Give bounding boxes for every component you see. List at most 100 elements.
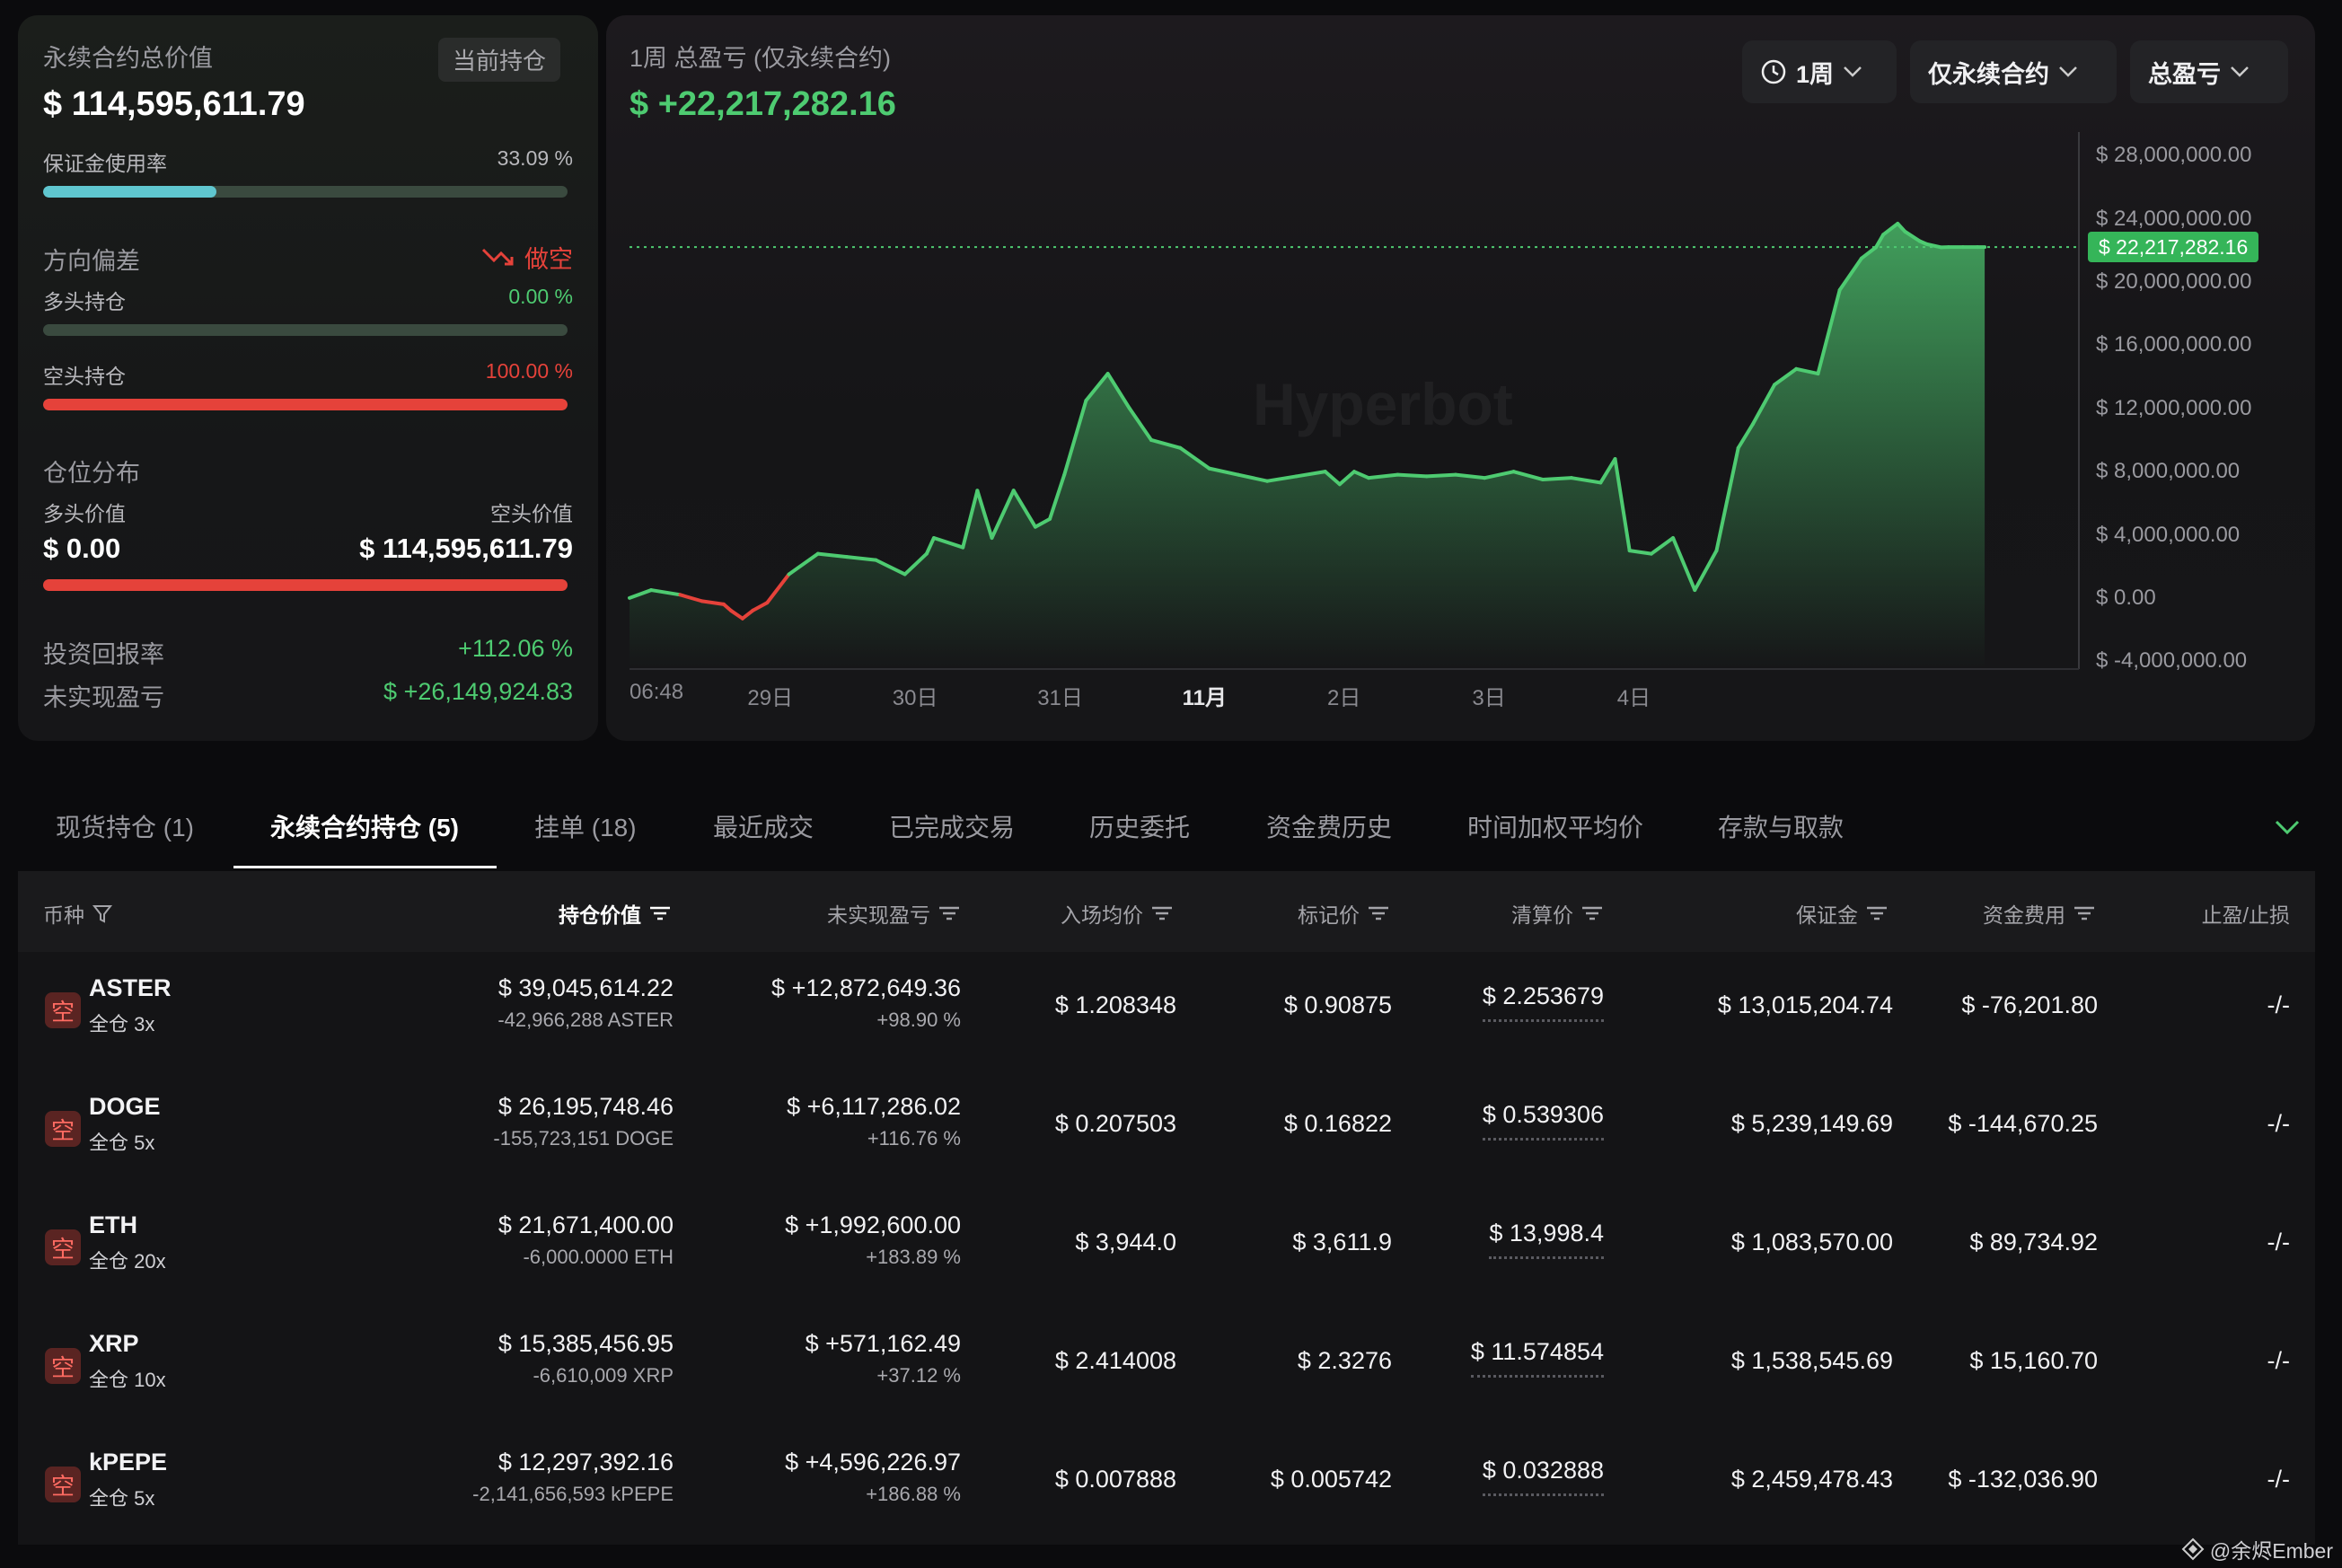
table-row[interactable]: 空 XRP 全仓 10x $ 15,385,456.95 -6,610,009 … [18, 1308, 2315, 1426]
pnl-line-segment [678, 593, 704, 603]
mark-price: $ 2.3276 [1297, 1347, 1392, 1374]
liquidation-price[interactable]: $ 0.032888 [1482, 1457, 1604, 1496]
unrealized-pnl-label: 未实现盈亏 [43, 684, 164, 711]
position-size: -6,610,009 XRP [533, 1364, 674, 1387]
liquidation-price[interactable]: $ 0.539306 [1482, 1101, 1604, 1141]
pnl-line-segment [1714, 445, 1740, 553]
tab-deposits-withdrawals[interactable]: 存款与取款 [1718, 814, 1845, 841]
pnl-line-segment [1062, 399, 1088, 477]
chevron-down-icon[interactable] [2274, 819, 2301, 837]
margin: $ 5,239,149.69 [1730, 1110, 1893, 1137]
unrealized-pnl-pct: +116.76 % [867, 1127, 961, 1150]
coin-mode: 全仓 5x [89, 1487, 155, 1510]
perp-positions-table: 币种 持仓价值 未实现盈亏 入场均价 标记价 清算价 保证金 资金费用 [18, 871, 2315, 1545]
pnl-line-segment [1483, 470, 1516, 480]
short-value-label: 空头价值 [490, 502, 573, 525]
tab-completed-trades[interactable]: 已完成交易 [889, 814, 1016, 841]
chart-title: 1周 总盈亏 (仅永续合约) [630, 45, 892, 72]
pnl-line-segment [1598, 457, 1617, 485]
y-tick-label: $ 12,000,000.00 [2096, 395, 2252, 420]
liquidation-price[interactable]: $ 11.574854 [1470, 1338, 1604, 1378]
table-row[interactable]: 空 ASTER 全仓 3x $ 39,045,614.22 -42,966,28… [18, 952, 2315, 1070]
short-position-pct: 100.00 % [485, 359, 573, 383]
mark-price: $ 0.90875 [1283, 991, 1392, 1018]
funding-fee: $ -144,670.25 [1948, 1110, 2098, 1137]
x-tick-label: 2日 [1327, 686, 1361, 710]
pnl-line-segment [649, 588, 682, 597]
liquidation-price[interactable]: $ 2.253679 [1482, 982, 1604, 1022]
liquidation-price[interactable]: $ 13,998.4 [1489, 1220, 1604, 1259]
coin-symbol[interactable]: DOGE [89, 1093, 161, 1120]
tab-recent-trades[interactable]: 最近成交 [713, 814, 814, 841]
x-tick-label: 06:48 [630, 680, 684, 704]
pnl-line-segment [1627, 549, 1653, 556]
entry-price: $ 2.414008 [1054, 1347, 1176, 1374]
summary-card: 永续合约总价值 当前持仓 $ 114,595,611.79 保证金使用率 33.… [18, 15, 598, 741]
tab-twap[interactable]: 时间加权平均价 [1467, 814, 1644, 841]
metric-dropdown-label: 总盈亏 [2148, 60, 2221, 88]
tab-perp-holdings[interactable]: 永续合约持仓 (5) [270, 814, 460, 841]
pnl-line-segment [1236, 472, 1270, 483]
pnl-line-segment [931, 536, 965, 550]
col-unrealized-pnl-label: 未实现盈亏 [827, 903, 930, 927]
current-position-badge[interactable]: 当前持仓 [438, 38, 561, 82]
tp-sl[interactable]: -/- [2267, 1466, 2290, 1493]
margin: $ 2,459,478.43 [1730, 1466, 1893, 1493]
pnl-line-segment [961, 489, 980, 550]
funding-fee: $ 89,734.92 [1969, 1229, 2098, 1255]
tp-sl[interactable]: -/- [2267, 991, 2290, 1018]
pnl-line-segment [728, 608, 744, 621]
coin-symbol[interactable]: ASTER [89, 974, 172, 1001]
long-value-label: 多头价值 [43, 502, 126, 525]
col-entry-price[interactable]: 入场均价 [1061, 898, 1174, 929]
col-position-value-label: 持仓价值 [559, 903, 641, 927]
scope-dropdown[interactable]: 仅永续合约 [1910, 40, 2117, 103]
timeframe-dropdown[interactable]: 1周 [1742, 40, 1897, 103]
pnl-line-segment [1570, 476, 1603, 485]
col-position-value[interactable]: 持仓价值 [559, 898, 672, 929]
current-value-marker: $ 22,217,282.16 [2088, 232, 2259, 263]
pnl-line-segment [1511, 470, 1545, 481]
tab-funding-history[interactable]: 资金费历史 [1266, 814, 1393, 841]
pnl-line-segment [700, 599, 726, 606]
pnl-line-chart[interactable] [606, 15, 2315, 741]
tp-sl[interactable]: -/- [2267, 1347, 2290, 1374]
active-tab-underline [233, 866, 497, 868]
col-funding-fee[interactable]: 资金费用 [1983, 898, 2096, 929]
col-mark-price[interactable]: 标记价 [1298, 898, 1390, 929]
tab-spot-holdings[interactable]: 现货持仓 (1) [56, 814, 195, 841]
unrealized-pnl-pct: +37.12 % [876, 1364, 961, 1387]
unrealized-pnl-pct: +183.89 % [866, 1246, 961, 1268]
metric-dropdown[interactable]: 总盈亏 [2130, 40, 2288, 103]
col-unrealized-pnl[interactable]: 未实现盈亏 [827, 898, 961, 929]
pnl-line-segment [751, 601, 770, 612]
filter-icon[interactable] [92, 903, 113, 924]
coin-symbol[interactable]: ETH [89, 1211, 137, 1238]
x-tick-label: 11月 [1182, 686, 1227, 710]
total-value-label: 永续合约总价值 [43, 45, 213, 72]
tp-sl[interactable]: -/- [2267, 1110, 2290, 1137]
pnl-line-segment [1613, 457, 1632, 553]
roi-label: 投资回报率 [43, 641, 164, 668]
coin-symbol[interactable]: kPEPE [89, 1449, 168, 1476]
table-row[interactable]: 空 kPEPE 全仓 5x $ 12,297,392.16 -2,141,656… [18, 1426, 2315, 1545]
position-size: -2,141,656,593 kPEPE [472, 1483, 674, 1505]
tab-order-history[interactable]: 历史委托 [1089, 814, 1191, 841]
col-margin[interactable]: 保证金 [1796, 898, 1889, 929]
short-badge: 空 [45, 1467, 81, 1502]
y-tick-label: $ 28,000,000.00 [2096, 143, 2252, 168]
short-badge: 空 [45, 992, 81, 1028]
col-coin-label: 币种 [43, 903, 84, 927]
tp-sl[interactable]: -/- [2267, 1229, 2290, 1255]
sort-icon [1369, 906, 1388, 921]
col-liquidation-price[interactable]: 清算价 [1511, 898, 1604, 929]
trend-down-icon [481, 248, 514, 265]
col-margin-label: 保证金 [1796, 903, 1858, 927]
table-row[interactable]: 空 DOGE 全仓 5x $ 26,195,748.46 -155,723,15… [18, 1070, 2315, 1189]
col-tp-sl: 止盈/止损 [2201, 903, 2290, 927]
col-coin[interactable]: 币种 [43, 898, 113, 929]
mark-price: $ 0.16822 [1283, 1110, 1392, 1137]
coin-symbol[interactable]: XRP [89, 1330, 139, 1357]
tab-open-orders[interactable]: 挂单 (18) [534, 814, 637, 841]
table-row[interactable]: 空 ETH 全仓 20x $ 21,671,400.00 -6,000.0000… [18, 1189, 2315, 1308]
